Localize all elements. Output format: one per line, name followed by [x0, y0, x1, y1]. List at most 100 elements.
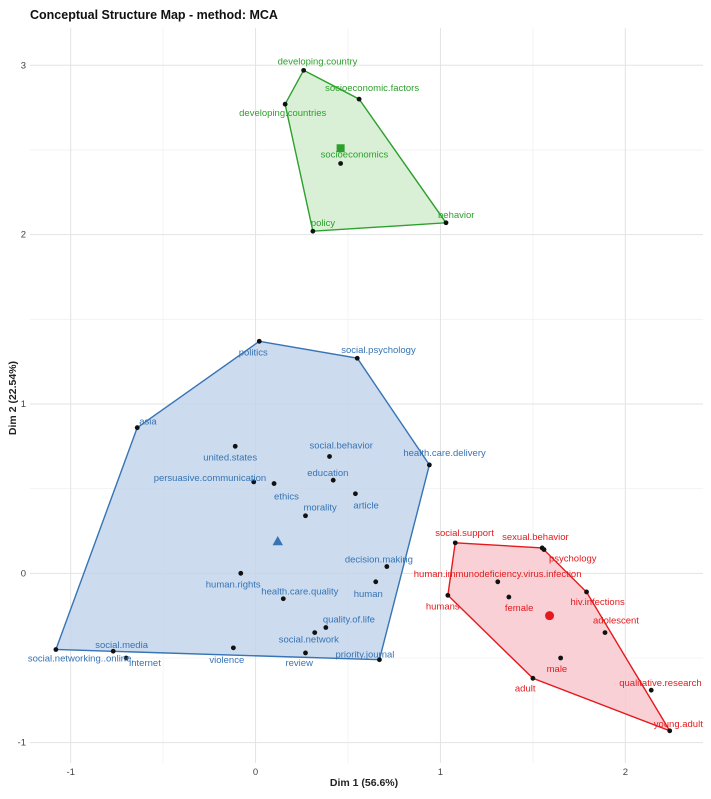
data-point	[353, 491, 358, 497]
point-label: social.support	[435, 528, 494, 539]
x-tick-label: 0	[253, 767, 258, 778]
centroid-marker	[545, 611, 555, 621]
data-point	[648, 687, 654, 693]
data-point	[667, 728, 673, 734]
data-point	[384, 564, 390, 569]
data-point	[310, 228, 316, 234]
point-label: female	[505, 603, 534, 614]
point-label: social.media	[95, 640, 149, 651]
data-point	[271, 481, 277, 486]
point-label: adult	[515, 683, 536, 694]
y-axis-title: Dim 2 (22.54%)	[7, 361, 19, 435]
x-tick-label: 2	[623, 767, 628, 778]
point-label: health.care.quality	[261, 587, 338, 598]
cluster-hull	[284, 69, 448, 232]
data-point	[53, 647, 59, 652]
y-tick-label: 3	[21, 60, 26, 71]
point-label: social.network	[279, 635, 339, 646]
point-label: education	[307, 468, 348, 479]
x-tick-label: -1	[66, 767, 74, 778]
data-point	[230, 645, 236, 651]
cluster-centroids	[272, 144, 555, 621]
y-tick-label: 2	[21, 230, 26, 241]
point-label: united.states	[203, 452, 257, 463]
point-label: health.care.delivery	[403, 448, 486, 459]
point-label: ethics	[274, 492, 299, 503]
data-point	[303, 513, 308, 519]
tick-labels: -1 0 1 2 -1 0 1 2 3	[18, 60, 628, 778]
data-point	[312, 630, 318, 635]
point-label: priority.journal	[335, 650, 394, 661]
y-tick-label: -1	[18, 738, 26, 749]
data-point	[256, 338, 262, 344]
data-point	[303, 650, 308, 656]
point-label: internet	[129, 658, 161, 669]
point-label: morality	[303, 503, 337, 514]
data-point	[506, 594, 512, 600]
data-point	[251, 479, 257, 485]
cluster-hulls	[54, 69, 672, 733]
y-tick-label: 1	[21, 399, 26, 410]
data-point	[558, 655, 564, 661]
point-label: review	[285, 658, 313, 669]
point-label: social.behavior	[310, 440, 373, 451]
data-point	[327, 454, 332, 459]
data-point	[426, 462, 432, 468]
point-labels: politics social.psychology asia united.stat…	[28, 56, 703, 729]
data-point	[123, 655, 129, 661]
point-label: human.immunodeficiency.virus.infection	[414, 569, 582, 580]
data-point	[354, 355, 360, 361]
point-label: male	[547, 664, 568, 675]
point-label: humans	[426, 601, 460, 612]
point-label: social.networking..online.	[28, 654, 134, 665]
data-point	[232, 443, 238, 449]
data-point	[443, 220, 449, 226]
centroid-marker	[336, 144, 345, 153]
data-point	[452, 540, 458, 546]
point-label: politics	[239, 347, 268, 358]
centroid-marker	[272, 535, 283, 546]
point-label: young.adult	[654, 719, 703, 730]
data-point	[541, 547, 547, 553]
data-point	[445, 592, 451, 598]
data-points	[53, 67, 673, 734]
x-axis-title: Dim 1 (56.6%)	[330, 777, 398, 789]
data-point	[584, 589, 589, 595]
point-label: violence	[209, 655, 244, 666]
data-point	[338, 161, 344, 166]
point-label: persuasive.communication	[154, 473, 266, 484]
data-point	[330, 477, 336, 483]
point-label: socioeconomics	[321, 149, 389, 160]
point-label: policy	[311, 218, 336, 229]
point-label: article	[353, 501, 378, 512]
point-label: psychology	[549, 554, 597, 565]
data-point	[280, 596, 286, 602]
data-point	[134, 425, 140, 431]
point-label: developing.country	[278, 56, 358, 67]
data-point	[495, 579, 501, 585]
data-point	[356, 96, 362, 102]
data-point	[602, 630, 608, 635]
point-label: quality.of.life	[323, 615, 375, 626]
data-point	[323, 625, 329, 630]
point-label: human	[354, 589, 383, 600]
point-label: qualitative.research	[619, 678, 701, 689]
data-point	[373, 579, 379, 585]
point-label: adolescent	[593, 616, 639, 627]
point-label: behavior	[438, 210, 474, 221]
point-label: social.psychology	[341, 345, 416, 356]
x-tick-label: 1	[438, 767, 443, 778]
point-label: socioeconomic.factors	[325, 83, 419, 94]
data-point	[377, 657, 382, 663]
data-point	[301, 67, 307, 73]
data-point	[282, 101, 288, 107]
point-label: developing.countries	[239, 108, 326, 119]
point-label: decision.making	[345, 555, 413, 566]
data-point	[530, 675, 536, 681]
data-point	[110, 648, 116, 654]
y-tick-label: 0	[21, 568, 26, 579]
point-label: sexual.behavior	[502, 532, 569, 543]
point-label: asia	[139, 417, 157, 428]
point-label: human.rights	[206, 579, 261, 590]
